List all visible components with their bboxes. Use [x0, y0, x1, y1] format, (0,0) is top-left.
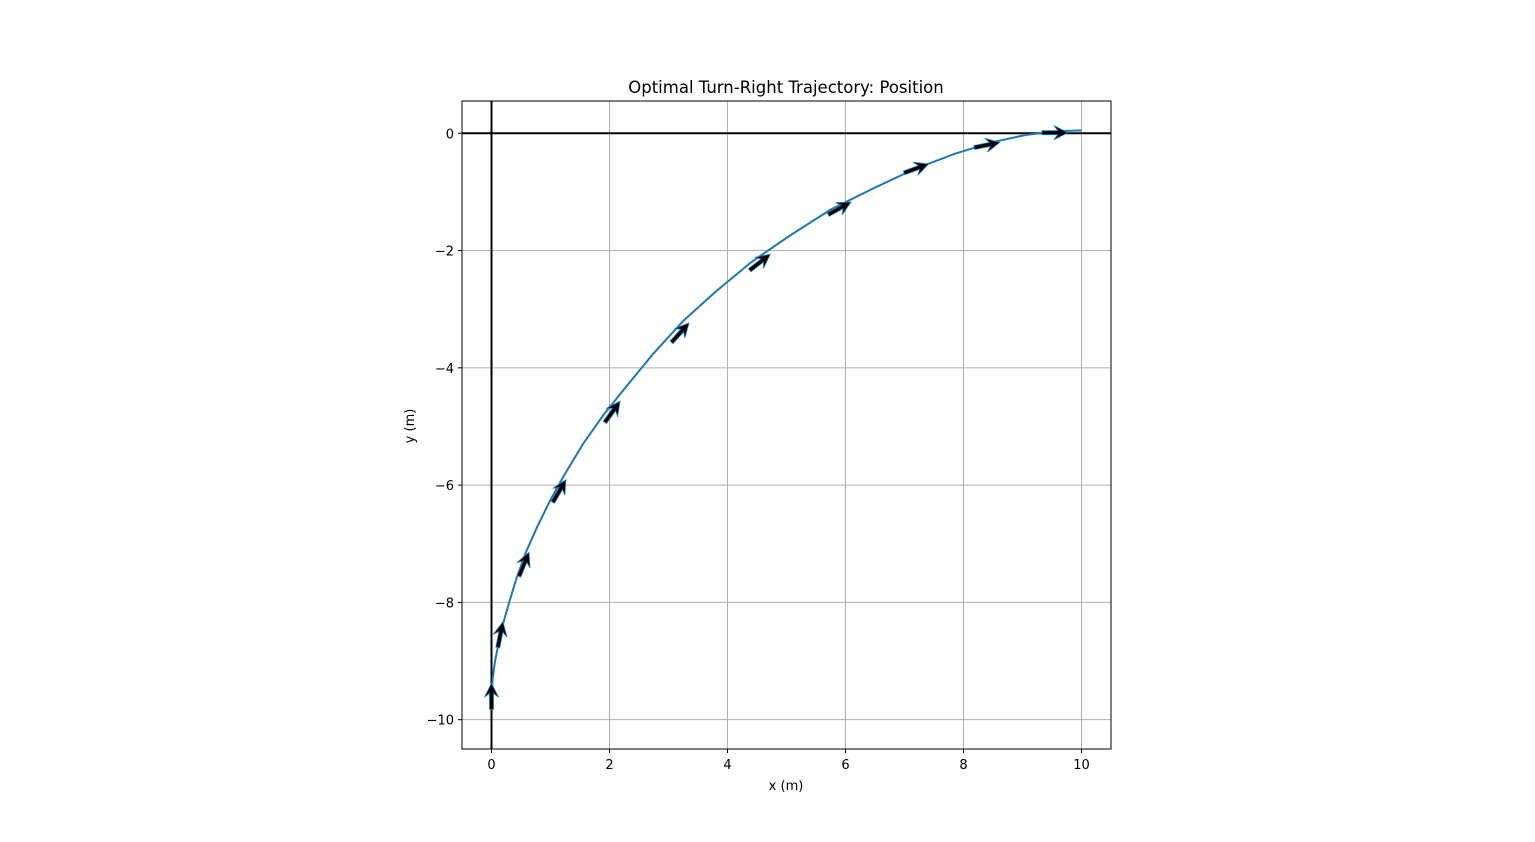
y-tick-label: 0: [446, 127, 454, 142]
chart-title: Optimal Turn-Right Trajectory: Position: [628, 78, 943, 97]
y-axis-label: y (m): [403, 409, 418, 444]
direction-arrow: [492, 621, 508, 649]
y-tick-label: −4: [435, 362, 454, 377]
plot-area-frame: [461, 100, 1112, 750]
x-tick-label: 8: [959, 758, 967, 773]
x-axis-label: x (m): [769, 779, 804, 794]
y-tick-label: −2: [435, 245, 454, 260]
direction-arrow: [1041, 125, 1069, 141]
x-tick-label: 6: [841, 758, 849, 773]
x-tick-label: 2: [605, 758, 613, 773]
y-tick-label: −8: [435, 596, 454, 611]
direction-arrow: [484, 682, 499, 710]
direction-arrows: [484, 125, 1069, 710]
direction-arrow: [747, 253, 771, 273]
direction-arrow: [669, 322, 690, 345]
direction-arrow: [973, 137, 1001, 153]
trajectory-series: [490, 129, 1082, 697]
direction-arrow: [826, 201, 852, 217]
x-tick-label: 0: [487, 758, 495, 773]
direction-arrow: [516, 551, 531, 578]
gridlines: [462, 101, 1111, 749]
reference-lines: [462, 101, 1111, 749]
x-tick-label: 10: [1073, 758, 1090, 773]
direction-arrow: [602, 400, 621, 425]
y-axis-ticks: 0 −2 −4 −6 −8 −10: [427, 127, 462, 729]
trajectory-line: [490, 129, 1082, 697]
x-axis-ticks: 0 2 4 6 8 10: [487, 749, 1090, 773]
x-tick-label: 4: [723, 758, 731, 773]
direction-arrow: [550, 478, 567, 504]
direction-arrow: [902, 161, 930, 176]
y-tick-label: −6: [435, 479, 454, 494]
y-tick-label: −10: [427, 714, 454, 729]
